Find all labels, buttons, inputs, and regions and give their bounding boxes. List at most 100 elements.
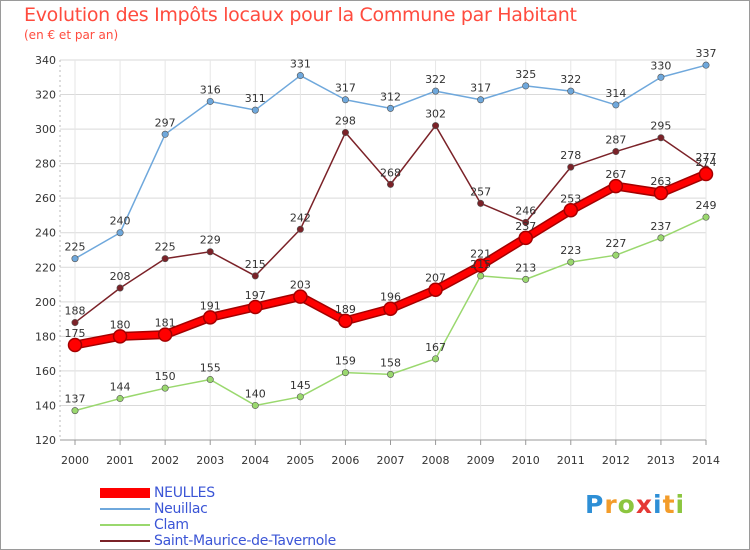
data-point xyxy=(522,82,530,90)
data-label: 311 xyxy=(245,92,266,105)
legend-label: Saint-Maurice-de-Tavernole xyxy=(154,533,336,549)
data-label: 267 xyxy=(605,168,626,181)
data-label: 337 xyxy=(696,47,717,60)
data-point xyxy=(251,401,259,409)
x-tick-label: 2002 xyxy=(151,454,179,467)
data-label: 180 xyxy=(110,318,131,331)
series-clam xyxy=(71,213,710,415)
grid-layer xyxy=(60,59,707,441)
data-point xyxy=(161,384,169,392)
data-label: 175 xyxy=(65,327,86,340)
logo-letter: i xyxy=(653,490,663,519)
data-label: 221 xyxy=(470,248,491,261)
data-label: 215 xyxy=(470,258,491,271)
data-point xyxy=(161,255,169,263)
y-tick-label: 260 xyxy=(35,192,56,205)
data-label: 159 xyxy=(335,355,356,368)
series-layer xyxy=(67,61,714,415)
data-point xyxy=(112,329,128,344)
data-label: 137 xyxy=(65,393,86,406)
data-label: 314 xyxy=(605,87,626,100)
series-neuillac xyxy=(71,61,710,263)
legend-item: NEULLES xyxy=(100,485,400,501)
x-tick-label: 2006 xyxy=(331,454,359,467)
data-point xyxy=(657,234,665,242)
data-point xyxy=(296,225,304,233)
y-tick-label: 220 xyxy=(35,261,56,274)
x-tick-label: 2001 xyxy=(106,454,134,467)
data-point xyxy=(161,130,169,138)
data-label: 158 xyxy=(380,356,401,369)
x-tick-label: 2003 xyxy=(196,454,224,467)
data-point xyxy=(206,97,214,105)
data-point xyxy=(567,258,575,266)
x-tick-label: 2008 xyxy=(422,454,450,467)
series-neulles xyxy=(67,166,714,353)
data-label: 213 xyxy=(515,261,536,274)
data-point xyxy=(116,395,124,403)
data-point xyxy=(251,106,259,114)
data-label: 225 xyxy=(155,241,176,254)
data-label: 312 xyxy=(380,90,401,103)
legend-swatch xyxy=(100,488,150,498)
data-point xyxy=(477,96,485,104)
data-label: 295 xyxy=(650,120,671,133)
x-tick-label: 2013 xyxy=(647,454,675,467)
data-label: 227 xyxy=(605,237,626,250)
data-label: 191 xyxy=(200,299,221,312)
data-label: 274 xyxy=(696,156,717,169)
data-label: 144 xyxy=(110,381,131,394)
legend-swatch xyxy=(100,540,150,542)
legend-label: NEULLES xyxy=(154,485,215,501)
x-tick-label: 2014 xyxy=(692,454,720,467)
data-label: 150 xyxy=(155,370,176,383)
data-point xyxy=(612,148,620,156)
data-point xyxy=(251,272,259,280)
data-point xyxy=(383,301,398,316)
data-label: 322 xyxy=(425,73,446,86)
data-label: 167 xyxy=(425,341,446,354)
data-point xyxy=(477,199,485,207)
data-point xyxy=(248,299,263,315)
data-point xyxy=(432,355,440,363)
data-point xyxy=(477,272,485,280)
data-label: 277 xyxy=(696,151,717,164)
data-point xyxy=(341,129,349,137)
data-point xyxy=(296,72,304,80)
data-label: 330 xyxy=(650,59,671,72)
data-label: 242 xyxy=(290,211,311,224)
data-point xyxy=(653,185,669,201)
data-label: 197 xyxy=(245,289,266,302)
y-tick-label: 340 xyxy=(35,54,56,67)
data-point xyxy=(612,101,620,109)
data-label: 196 xyxy=(380,291,401,304)
data-point xyxy=(657,73,665,81)
data-point xyxy=(338,313,353,329)
data-label: 316 xyxy=(200,83,221,96)
y-tick-label: 120 xyxy=(35,434,56,447)
x-tick-label: 2012 xyxy=(602,454,630,467)
data-point xyxy=(563,203,579,218)
data-point xyxy=(71,407,79,415)
data-point xyxy=(428,282,443,297)
x-tick-label: 2009 xyxy=(467,454,495,467)
x-tick-label: 2007 xyxy=(377,454,405,467)
chart-subtitle: (en € et par an) xyxy=(24,28,119,42)
data-point xyxy=(341,96,349,104)
data-label: 278 xyxy=(560,149,581,162)
y-tick-label: 240 xyxy=(35,227,56,240)
legend-swatch xyxy=(100,524,150,526)
data-point xyxy=(116,229,124,237)
data-point xyxy=(293,289,308,304)
logo-letter: o xyxy=(617,490,636,519)
y-tick-label: 160 xyxy=(35,365,56,378)
data-label-layer: 225 240 297 316 311 331 317 312 322 317 325 322 314 3… xyxy=(65,47,717,405)
data-point xyxy=(702,61,710,69)
data-label: 302 xyxy=(425,108,446,121)
data-point xyxy=(522,275,530,283)
x-tick-label: 2011 xyxy=(557,454,585,467)
data-point xyxy=(386,180,394,188)
logo-letter: t xyxy=(662,490,676,519)
legend-label: Clam xyxy=(154,517,189,533)
